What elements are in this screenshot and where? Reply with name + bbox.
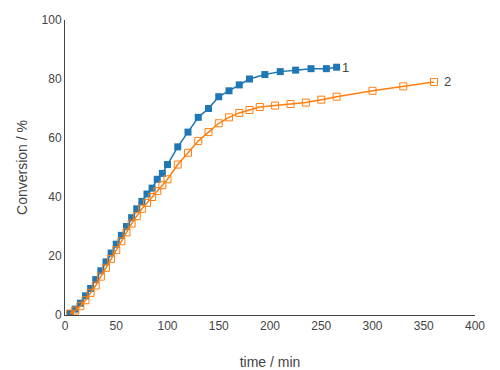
svg-text:20: 20 (48, 249, 62, 263)
svg-text:80: 80 (48, 72, 62, 86)
svg-text:400: 400 (465, 319, 485, 333)
svg-text:100: 100 (157, 319, 177, 333)
svg-text:100: 100 (42, 13, 62, 27)
svg-text:40: 40 (48, 190, 62, 204)
svg-text:150: 150 (209, 319, 229, 333)
svg-text:0: 0 (55, 308, 62, 322)
svg-text:2: 2 (444, 74, 451, 89)
svg-text:Conversion / %: Conversion / % (14, 120, 30, 215)
svg-text:350: 350 (414, 319, 434, 333)
svg-text:200: 200 (260, 319, 280, 333)
svg-text:60: 60 (48, 131, 62, 145)
svg-text:250: 250 (311, 319, 331, 333)
svg-text:time / min: time / min (240, 354, 301, 370)
svg-text:1: 1 (342, 60, 349, 75)
svg-text:0: 0 (62, 319, 69, 333)
svg-text:300: 300 (362, 319, 382, 333)
svg-text:50: 50 (110, 319, 124, 333)
